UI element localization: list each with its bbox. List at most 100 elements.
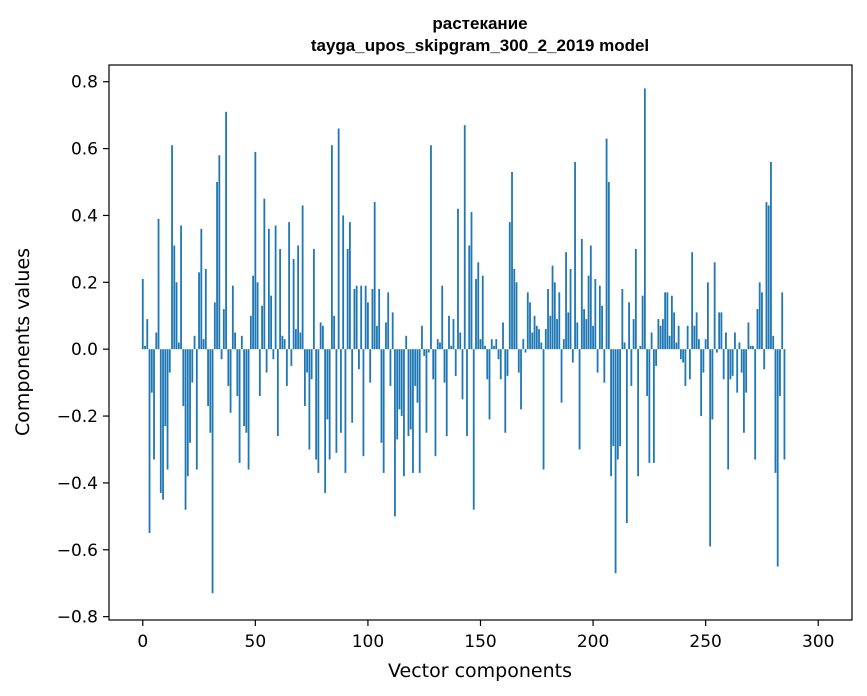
bar-component-16 bbox=[177, 342, 180, 350]
bar-component-181 bbox=[549, 315, 552, 350]
bar-component-22 bbox=[191, 349, 194, 383]
bar-component-133 bbox=[441, 285, 444, 350]
bar-component-100 bbox=[367, 302, 369, 350]
bar-component-222 bbox=[641, 295, 644, 350]
bar-component-184 bbox=[556, 319, 558, 350]
x-tick-label: 50 bbox=[245, 632, 267, 652]
bar-component-60 bbox=[276, 349, 279, 437]
bar-component-102 bbox=[371, 289, 374, 350]
bar-component-274 bbox=[758, 282, 761, 350]
bar-component-202 bbox=[596, 349, 599, 373]
bar-component-187 bbox=[562, 339, 565, 350]
bar-component-217 bbox=[630, 349, 633, 386]
bar-component-216 bbox=[628, 302, 630, 350]
bar-component-50 bbox=[254, 151, 257, 350]
bar-component-195 bbox=[580, 238, 583, 350]
bar-component-185 bbox=[558, 292, 561, 350]
bar-component-70 bbox=[299, 332, 302, 350]
bar-component-192 bbox=[574, 161, 576, 350]
bar-component-284 bbox=[781, 292, 784, 350]
bar-component-62 bbox=[281, 335, 284, 350]
bar-component-7 bbox=[157, 218, 160, 350]
x-tick-label: 300 bbox=[802, 632, 834, 652]
bar-component-145 bbox=[468, 245, 471, 350]
bar-component-244 bbox=[691, 252, 694, 350]
bar-component-72 bbox=[303, 349, 306, 407]
bar-component-132 bbox=[439, 342, 441, 350]
bar-component-207 bbox=[607, 182, 610, 350]
bar-component-29 bbox=[207, 349, 209, 407]
bar-component-15 bbox=[175, 282, 178, 350]
bar-component-275 bbox=[761, 292, 763, 350]
bar-component-42 bbox=[236, 349, 239, 396]
bar-component-272 bbox=[754, 349, 757, 460]
bar-component-215 bbox=[625, 349, 628, 524]
bar-component-125 bbox=[423, 349, 426, 356]
bar-component-113 bbox=[396, 349, 399, 440]
bar-component-114 bbox=[398, 349, 401, 410]
bar-component-158 bbox=[497, 349, 500, 360]
bar-component-53 bbox=[261, 305, 263, 350]
bar-component-225 bbox=[648, 349, 651, 463]
bar-component-80 bbox=[321, 325, 324, 350]
y-tick-label: 0.4 bbox=[71, 206, 98, 226]
bar-component-85 bbox=[333, 315, 336, 350]
y-tick-label: 0.2 bbox=[71, 273, 98, 293]
bar-component-71 bbox=[301, 205, 304, 350]
bar-component-248 bbox=[700, 349, 703, 417]
bar-component-166 bbox=[515, 282, 518, 350]
bar-component-278 bbox=[767, 205, 770, 350]
bar-component-101 bbox=[369, 349, 372, 383]
bar-component-126 bbox=[425, 349, 428, 433]
bar-component-112 bbox=[394, 349, 396, 517]
bar-component-78 bbox=[317, 349, 320, 473]
bar-component-179 bbox=[544, 329, 547, 350]
bar-component-130 bbox=[434, 349, 437, 457]
bar-component-48 bbox=[249, 315, 252, 350]
bar-component-246 bbox=[695, 312, 698, 350]
bar-component-147 bbox=[472, 349, 475, 510]
bar-component-245 bbox=[693, 325, 696, 350]
y-tick-label: 0.8 bbox=[71, 73, 98, 93]
bar-component-143 bbox=[463, 125, 466, 350]
bar-component-105 bbox=[378, 289, 381, 350]
bar-component-5 bbox=[153, 349, 155, 460]
bar-component-188 bbox=[565, 252, 567, 350]
x-tick-label: 150 bbox=[464, 632, 496, 652]
bar-component-159 bbox=[499, 349, 502, 380]
plot-frame bbox=[108, 64, 853, 621]
bar-component-256 bbox=[718, 312, 721, 350]
bar-component-235 bbox=[670, 295, 673, 350]
bar-component-30 bbox=[209, 349, 212, 433]
bar-component-163 bbox=[508, 222, 511, 350]
bar-component-69 bbox=[297, 245, 300, 350]
bar-component-229 bbox=[657, 319, 660, 350]
bar-component-108 bbox=[385, 322, 387, 350]
bar-component-260 bbox=[727, 349, 730, 470]
bar-component-249 bbox=[702, 349, 705, 373]
bar-component-172 bbox=[529, 302, 531, 350]
bar-component-135 bbox=[445, 349, 448, 437]
bar-component-43 bbox=[238, 349, 241, 463]
bar-component-123 bbox=[418, 349, 421, 473]
bar-component-165 bbox=[513, 268, 516, 350]
bar-component-205 bbox=[603, 349, 606, 383]
bar-component-193 bbox=[576, 322, 579, 350]
bar-component-54 bbox=[263, 198, 266, 350]
bar-component-75 bbox=[310, 349, 313, 380]
bar-component-178 bbox=[542, 349, 545, 470]
bar-component-152 bbox=[484, 345, 486, 350]
bar-component-175 bbox=[535, 325, 538, 350]
bar-component-146 bbox=[470, 212, 473, 350]
bar-component-1 bbox=[144, 345, 146, 350]
bar-series bbox=[141, 88, 786, 594]
bar-component-122 bbox=[416, 349, 419, 403]
bar-component-89 bbox=[342, 215, 345, 350]
bar-component-151 bbox=[481, 275, 484, 350]
bar-component-161 bbox=[504, 349, 507, 433]
bar-component-213 bbox=[621, 289, 624, 350]
bar-component-144 bbox=[466, 349, 468, 437]
bar-component-177 bbox=[540, 342, 543, 350]
bar-component-137 bbox=[450, 345, 453, 350]
